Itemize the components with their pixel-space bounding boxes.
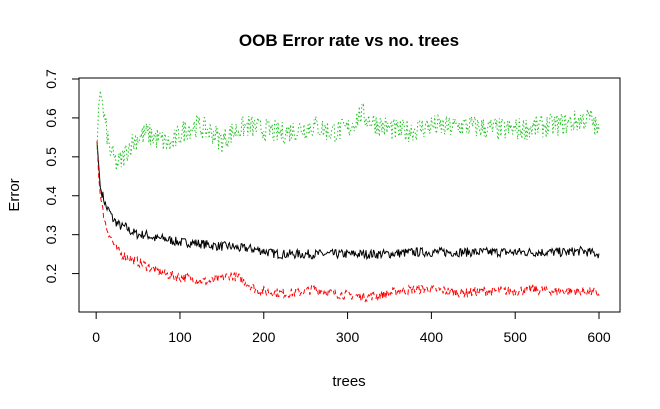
series-layer (96, 90, 600, 303)
x-tick-label: 300 (336, 329, 360, 345)
x-tick-label: 200 (252, 329, 276, 345)
y-tick-label: 0.7 (43, 69, 59, 89)
y-tick-label: 0.2 (43, 264, 59, 284)
series-line-2 (96, 141, 600, 303)
y-tick-label: 0.4 (43, 186, 59, 206)
x-tick-label: 400 (420, 329, 444, 345)
x-axis-label: trees (332, 373, 365, 390)
x-axis: 0 100 200 300 400 500 600 (92, 311, 611, 345)
series-line-3 (96, 90, 600, 171)
x-tick-label: 500 (504, 329, 528, 345)
series-line-1 (96, 141, 600, 261)
y-tick-label: 0.5 (43, 147, 59, 167)
x-tick-label: 0 (92, 329, 100, 345)
y-axis-label: Error (6, 178, 23, 211)
y-axis: 0.2 0.3 0.4 0.5 0.6 0.7 (43, 69, 80, 284)
y-tick-label: 0.6 (43, 108, 59, 128)
y-tick-label: 0.3 (43, 225, 59, 245)
x-tick-label: 600 (587, 329, 611, 345)
plot-frame (78, 77, 621, 313)
x-tick-label: 100 (168, 329, 192, 345)
chart-title: OOB Error rate vs no. trees (239, 31, 459, 50)
